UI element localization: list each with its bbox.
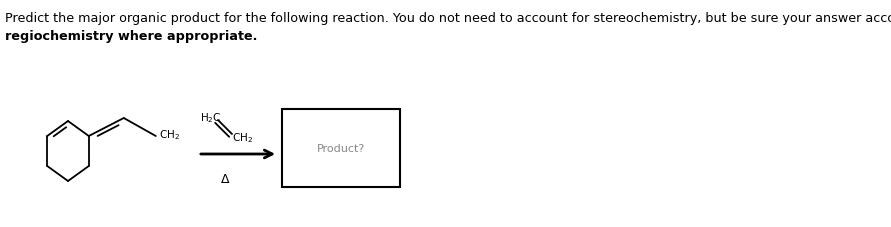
Text: Predict the major organic product for the following reaction. You do not need to: Predict the major organic product for th…: [5, 12, 891, 25]
Text: Product?: Product?: [317, 143, 365, 153]
Text: H$_2$C: H$_2$C: [200, 111, 222, 124]
Text: CH$_2$: CH$_2$: [232, 131, 253, 144]
Text: CH$_2$: CH$_2$: [159, 128, 180, 141]
Bar: [282, 109, 400, 187]
Text: regiochemistry where appropriate.: regiochemistry where appropriate.: [5, 30, 257, 43]
Text: $\Delta$: $\Delta$: [220, 172, 230, 185]
